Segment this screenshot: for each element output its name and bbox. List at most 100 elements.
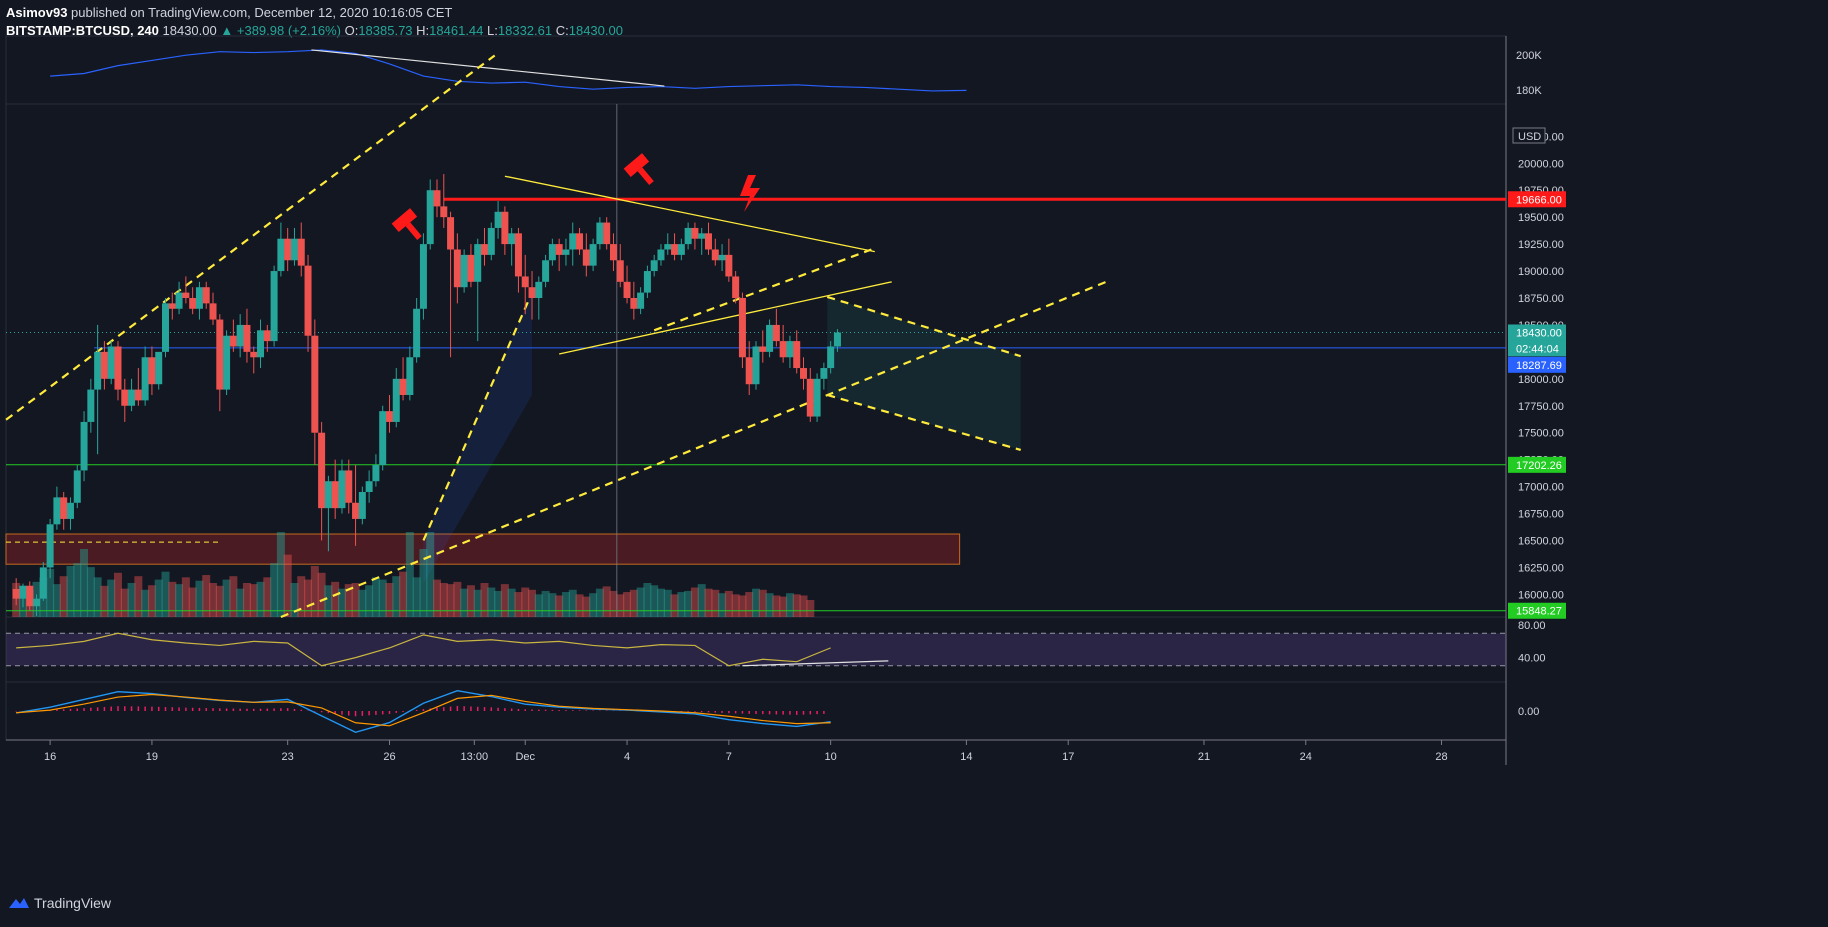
- flag-fill: [423, 292, 533, 584]
- price-axis-label: 20000.00: [1518, 158, 1564, 170]
- candle: [297, 222, 305, 277]
- candle: [589, 238, 597, 272]
- volume-bar: [636, 587, 645, 617]
- price-axis-label: 19250.00: [1518, 239, 1564, 251]
- volume-bar: [242, 583, 251, 617]
- volume-bar: [555, 595, 564, 617]
- volume-bar: [134, 576, 143, 617]
- candle-body: [216, 319, 224, 390]
- tradingview-footer[interactable]: TradingView: [8, 895, 111, 911]
- volume-bar: [738, 595, 747, 617]
- candle: [671, 233, 679, 261]
- candle: [508, 227, 516, 266]
- volume-bar: [107, 579, 116, 617]
- candle-body: [820, 368, 828, 379]
- price-tag: [1508, 324, 1566, 341]
- candle-body: [793, 341, 801, 369]
- candle: [453, 233, 461, 304]
- candle: [46, 518, 54, 579]
- candle: [182, 276, 190, 304]
- candle-body: [392, 378, 400, 422]
- volume-bar: [215, 585, 224, 617]
- candle-body: [576, 233, 584, 250]
- candle-body: [433, 190, 441, 207]
- candle-body: [209, 303, 217, 320]
- volume-bar: [575, 594, 584, 617]
- trendline: [422, 292, 534, 541]
- candle-body: [623, 281, 631, 298]
- volume-bar: [473, 589, 482, 617]
- candle-body: [46, 524, 54, 568]
- candle-body: [800, 368, 808, 379]
- candle-body: [725, 254, 733, 277]
- volume-bar: [270, 563, 279, 617]
- candle-body: [813, 378, 821, 417]
- candle-body: [358, 491, 366, 519]
- candle-body: [87, 389, 95, 422]
- candle-body: [277, 238, 285, 272]
- volume-bar: [650, 585, 659, 617]
- candle-body: [684, 227, 692, 245]
- candle-body: [481, 244, 489, 255]
- candle: [413, 297, 421, 363]
- candle: [385, 394, 393, 433]
- candle: [691, 222, 699, 250]
- obv-trendline: [311, 49, 665, 87]
- candle-body: [691, 227, 699, 239]
- candle-body: [39, 567, 47, 599]
- candle-body: [80, 421, 88, 471]
- candle: [487, 222, 495, 261]
- price-axis-label: 19000.00: [1518, 266, 1564, 278]
- candle-body: [236, 324, 244, 347]
- hammer-head: [623, 153, 650, 178]
- candle-body: [426, 190, 434, 245]
- price-tag-label: 15848.27: [1516, 606, 1562, 618]
- candle: [800, 357, 808, 390]
- candle: [19, 583, 27, 608]
- volume-bar: [154, 579, 163, 617]
- candle: [582, 233, 590, 277]
- candle-body: [372, 465, 380, 482]
- candle: [33, 594, 41, 616]
- candle: [419, 233, 427, 320]
- candle-body: [508, 233, 516, 245]
- volume-bar: [358, 589, 367, 617]
- close-value: 18430.00: [568, 23, 623, 38]
- volume-bar: [324, 585, 333, 617]
- time-axis-label: 24: [1300, 751, 1312, 763]
- candle: [759, 330, 767, 363]
- candle: [311, 319, 319, 466]
- trendline: [5, 54, 496, 421]
- candle-body: [162, 303, 170, 352]
- rsi-axis-label: 40.00: [1518, 653, 1546, 665]
- candle: [833, 329, 841, 352]
- candle-body: [202, 287, 210, 304]
- volume-bar: [663, 589, 672, 617]
- author-name[interactable]: Asimov93: [6, 5, 68, 20]
- price-axis-label: 16250.00: [1518, 562, 1564, 574]
- candle-body: [134, 389, 142, 401]
- candle: [39, 562, 47, 601]
- obv-line: [50, 49, 967, 92]
- candle: [365, 470, 373, 503]
- candle-body: [338, 470, 346, 509]
- candle: [562, 238, 570, 266]
- candle: [555, 238, 563, 272]
- volume-bar: [59, 576, 68, 617]
- price-axis-label: 19500.00: [1518, 212, 1564, 224]
- price-tag-label: 02:44:04: [1516, 343, 1559, 355]
- price-tag-label: 18287.69: [1516, 360, 1562, 372]
- hammer-icon: [623, 153, 654, 186]
- symbol-label[interactable]: BITSTAMP:BTCUSD, 240: [6, 23, 159, 38]
- volume-bar: [304, 579, 313, 617]
- candle-body: [53, 497, 61, 525]
- candle-body: [487, 227, 495, 255]
- volume-bar: [684, 590, 693, 617]
- volume-bar: [175, 584, 184, 617]
- volume-bar: [331, 581, 340, 617]
- candle-body: [501, 211, 509, 245]
- candle-body: [345, 470, 353, 503]
- candle: [616, 244, 624, 288]
- volume-bar: [426, 532, 435, 617]
